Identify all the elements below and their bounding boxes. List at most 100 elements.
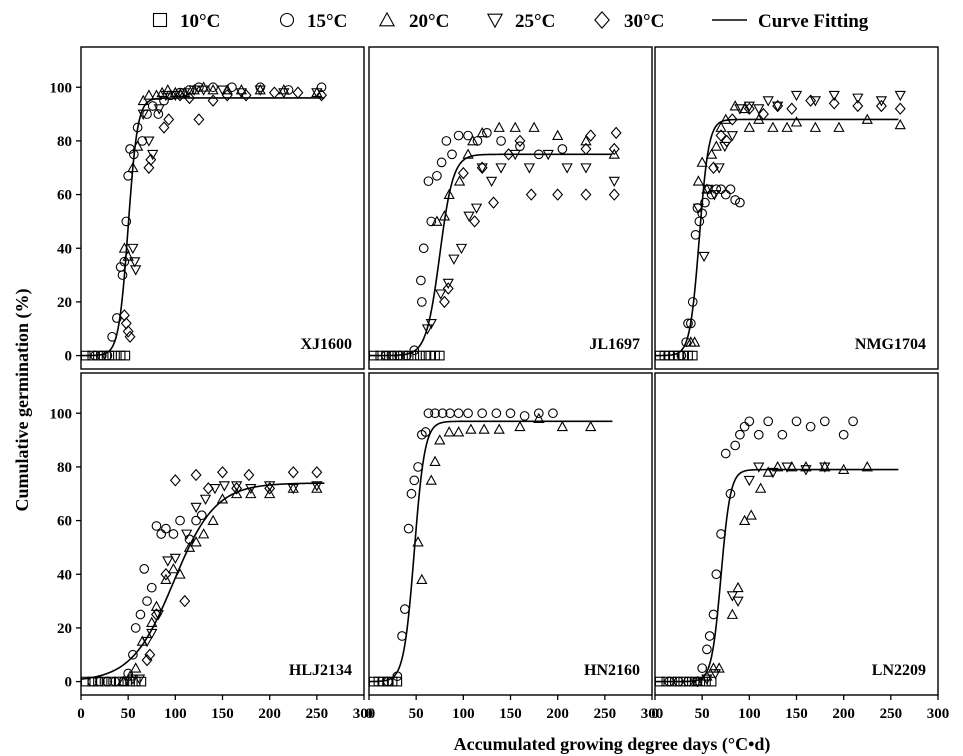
data-point-diamond <box>190 468 202 482</box>
data-point-triangle-down <box>708 190 721 201</box>
data-point-triangle-up <box>745 509 757 520</box>
data-point-triangle-up <box>443 426 455 437</box>
data-point-triangle-up <box>162 84 174 95</box>
data-point-circle <box>763 416 774 427</box>
data-point-circle <box>683 676 693 687</box>
data-point-triangle-up <box>416 573 428 585</box>
data-point-circle <box>418 243 429 254</box>
panel-frame <box>654 46 939 370</box>
data-point-diamond <box>476 161 488 174</box>
data-point-square <box>120 350 131 361</box>
x-axis-label: Accumulated growing degree days (°C•d) <box>454 734 771 755</box>
data-point-triangle-down <box>209 483 221 495</box>
data-point-triangle-up <box>809 121 822 132</box>
data-point-triangle-up <box>800 461 812 472</box>
data-point-triangle-down <box>800 465 812 476</box>
data-point-circle <box>533 408 544 419</box>
data-point-square <box>655 676 665 687</box>
data-point-triangle-down <box>169 90 181 102</box>
data-point-circle <box>838 429 849 440</box>
plot-area <box>81 81 328 361</box>
x-tick-label: 150 <box>785 706 808 722</box>
data-point-diamond <box>217 466 228 479</box>
data-point-circle <box>132 122 143 133</box>
data-point-triangle-up <box>580 135 592 146</box>
data-point-circle <box>730 195 741 205</box>
data-point-triangle-down <box>894 90 906 102</box>
x-tick-label: 100 <box>164 706 187 722</box>
data-point-diamond <box>221 89 233 102</box>
data-point-triangle-up <box>743 121 755 132</box>
data-point-circle <box>463 408 473 419</box>
data-point-triangle-up <box>122 250 134 261</box>
data-point-triangle-up <box>183 541 196 552</box>
data-point-triangle-up <box>146 616 158 627</box>
data-point-diamond <box>179 594 191 608</box>
data-point-triangle-up <box>509 121 521 132</box>
data-point-circle <box>697 208 708 219</box>
data-point-triangle-up <box>771 461 784 472</box>
data-point-triangle-down <box>188 85 200 96</box>
data-point-diamond <box>875 99 887 113</box>
data-point-triangle-up <box>230 487 243 499</box>
data-point-circle <box>805 421 816 432</box>
fit-curve <box>655 118 899 357</box>
data-point-circle <box>147 101 158 111</box>
data-point-circle <box>403 523 414 534</box>
data-point-triangle-down <box>781 462 793 473</box>
data-point-diamond <box>608 142 620 156</box>
data-point-circle <box>168 529 179 539</box>
data-point-triangle-up <box>453 175 466 186</box>
data-point-triangle-down <box>463 211 475 222</box>
legend-entry-6: Curve Fitting <box>712 11 869 32</box>
data-point-triangle-up <box>493 423 505 434</box>
data-point-circle <box>496 136 506 146</box>
data-point-triangle-down <box>425 318 437 330</box>
panel-label: XJ1600 <box>300 336 352 353</box>
data-point-triangle-up <box>556 420 569 432</box>
data-point-circle <box>519 411 530 421</box>
data-point-triangle-down <box>485 176 498 188</box>
data-point-circle <box>735 197 745 208</box>
data-point-triangle-up <box>729 100 741 111</box>
data-point-circle <box>102 676 113 687</box>
data-point-triangle-up <box>710 140 722 151</box>
data-point-triangle-up <box>127 161 139 173</box>
data-point-diamond <box>610 126 622 140</box>
data-point-diamond <box>457 166 469 180</box>
data-point-triangle-down <box>709 669 722 680</box>
legend-entry-2: 15°C <box>279 11 347 32</box>
data-point-circle <box>392 671 403 682</box>
data-point-circle <box>208 82 218 93</box>
data-point-circle <box>491 408 502 419</box>
data-point-diamond <box>160 568 172 581</box>
y-tick-label: 60 <box>57 188 72 204</box>
data-point-triangle-up <box>707 662 720 673</box>
data-point-circle <box>739 421 750 432</box>
data-point-triangle-down <box>254 85 266 96</box>
data-point-triangle-up <box>412 536 424 547</box>
data-point-circle <box>704 631 715 641</box>
data-point-diamond <box>786 102 798 115</box>
data-point-diamond <box>193 113 205 126</box>
data-point-triangle-down <box>771 101 784 112</box>
data-point-circle <box>121 216 132 227</box>
data-point-triangle-up <box>781 121 793 132</box>
data-point-triangle-up <box>608 148 620 159</box>
x-tick-label: 150 <box>211 706 234 722</box>
data-point-triangle-down <box>130 265 142 276</box>
data-point-diamond <box>442 282 454 295</box>
data-point-triangle-up <box>207 514 219 526</box>
data-point-triangle-down <box>435 289 447 300</box>
y-tick-label: 40 <box>57 241 72 257</box>
data-point-circle <box>196 510 207 521</box>
data-point-triangle-up <box>478 423 490 434</box>
data-point-circle <box>227 82 237 93</box>
data-point-diamond <box>163 113 175 126</box>
data-point-diamond <box>143 161 155 174</box>
data-point-triangle-down <box>160 90 172 102</box>
data-point-circle <box>730 440 741 451</box>
data-point-triangle-up <box>124 670 136 681</box>
panels-grid: 0 20 40 60 80 100 XJ1600 JL1697 NMG1704 0 20 40 60 80… <box>50 46 949 722</box>
data-point-diamond <box>852 99 864 113</box>
